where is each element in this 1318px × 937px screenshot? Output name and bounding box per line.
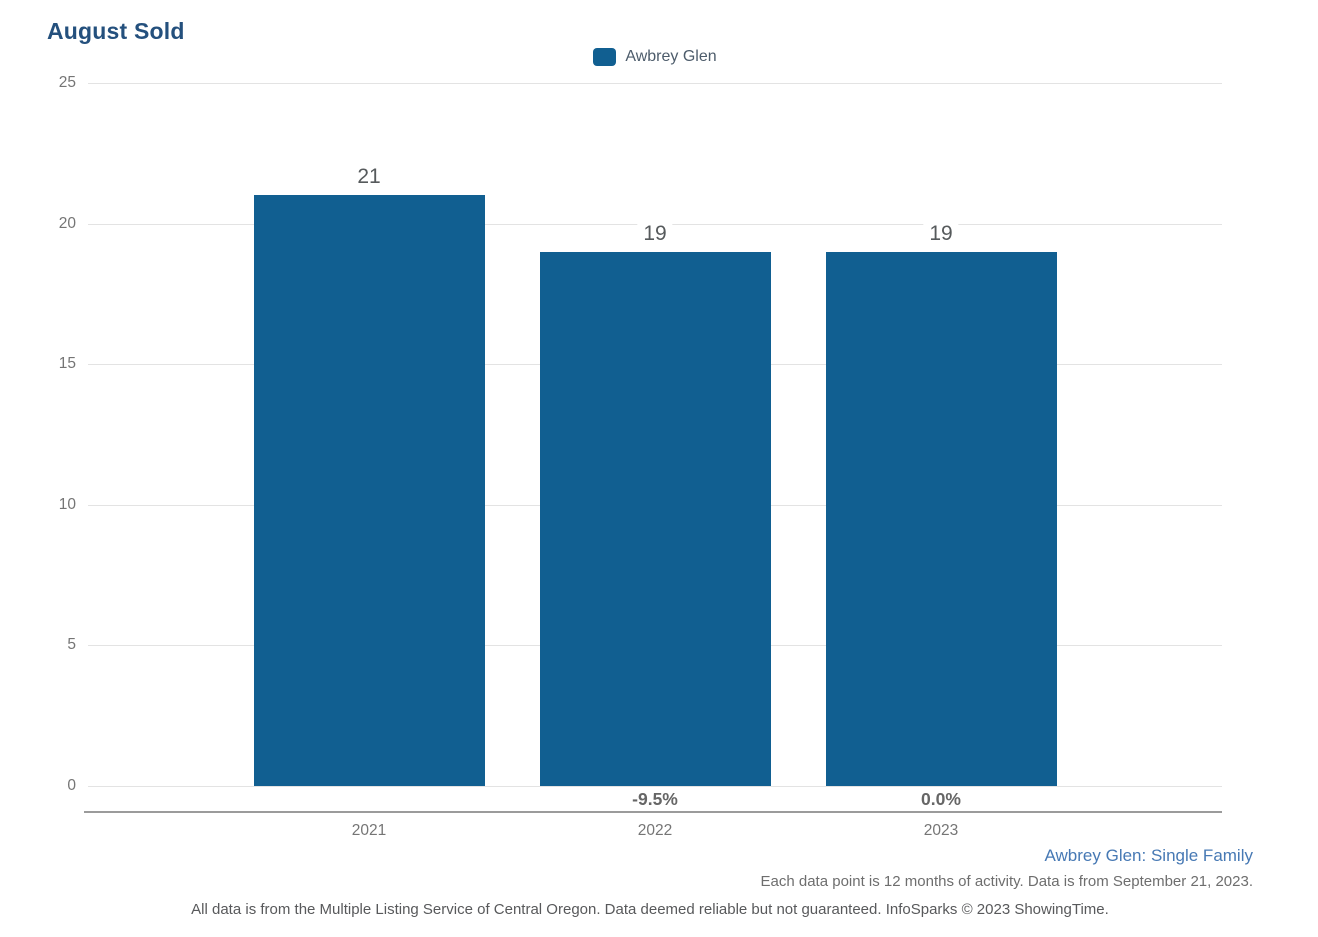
x-axis-label-2022: 2022 [637, 822, 673, 839]
y-axis-tick-label: 20 [58, 214, 76, 232]
change-percent-label-2023: 0.0% [921, 789, 961, 809]
y-axis-tick-label: 0 [67, 777, 76, 794]
y-axis-tick-label: 10 [58, 495, 76, 513]
series-description-link[interactable]: Awbrey Glen: Single Family [1044, 846, 1254, 865]
y-axis-tick-label: 5 [67, 636, 76, 654]
y-axis-tick-label: 15 [58, 355, 76, 373]
legend-item-awbrey-glen[interactable]: Awbrey Glen [88, 48, 1222, 66]
disclaimer-text: All data is from the Multiple Listing Se… [191, 901, 1109, 918]
legend-swatch-icon [593, 48, 617, 66]
bar-value-label-2022: 19 [637, 221, 673, 246]
y-axis-tick-label: 25 [58, 74, 76, 91]
bar-value-label-2021: 21 [351, 165, 387, 190]
x-axis-label-2021: 2021 [351, 822, 387, 839]
data-note-text: Each data point is 12 months of activity… [760, 873, 1253, 890]
bar-value-label-2023: 19 [923, 221, 959, 246]
bar-2021[interactable] [253, 195, 485, 786]
bar-2022[interactable] [539, 251, 771, 786]
change-percent-label-2022: -9.5% [632, 789, 678, 809]
gridline-y-25 [88, 83, 1222, 84]
legend-label: Awbrey Glen [625, 48, 717, 65]
x-axis-line [84, 811, 1222, 813]
gridline-y-0 [88, 786, 1222, 787]
x-axis-label-2023: 2023 [923, 822, 959, 839]
chart-title: August Sold [47, 18, 185, 44]
bar-2023[interactable] [825, 251, 1057, 786]
